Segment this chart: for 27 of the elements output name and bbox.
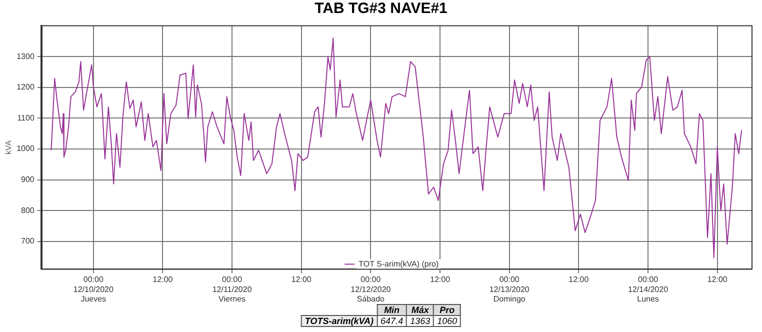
y-tick-label: 1000: [16, 144, 35, 154]
x-tick-label: 12:00: [291, 275, 312, 284]
x-tick-label: 00:00 12/11/2020 Viernes: [212, 275, 252, 304]
x-tick-label: 12:00: [568, 275, 590, 284]
text: Máx: [406, 304, 434, 316]
y-tick-label: 1100: [17, 113, 35, 122]
x-tick-label: 00:00 12/10/2020 Jueves: [73, 275, 114, 304]
x-tick-label: 12:00: [430, 275, 451, 284]
y-tick-label: 1200: [16, 82, 35, 92]
y-tick-label: 800: [21, 206, 35, 215]
text: Pro: [434, 304, 461, 316]
text: 1363: [406, 316, 434, 326]
text: TOTS-arim(kVA): [301, 316, 378, 326]
chart-title: TAB TG#3 NAVE#1: [314, 0, 448, 17]
y-axis-title: kVA: [4, 140, 14, 155]
text: 1060: [434, 316, 461, 326]
x-tick-label: 00:00 12/13/2020 Domingo: [489, 275, 530, 304]
legend-label: TOT S-arim(kVA) (pro): [358, 259, 439, 268]
text: Min: [377, 304, 407, 316]
x-tick-label: 12:00: [152, 275, 174, 284]
x-tick-label: 00:00 12/12/2020 Sábado: [350, 275, 392, 304]
y-tick-label: 1300: [16, 52, 35, 61]
x-tick-label: 00:00 12/14/2020 Lunes: [628, 275, 669, 304]
x-tick-label: 12:00: [707, 275, 728, 284]
y-tick-label: 900: [21, 175, 35, 184]
y-tick-label: 700: [21, 236, 35, 246]
text: 647.4: [377, 316, 407, 326]
